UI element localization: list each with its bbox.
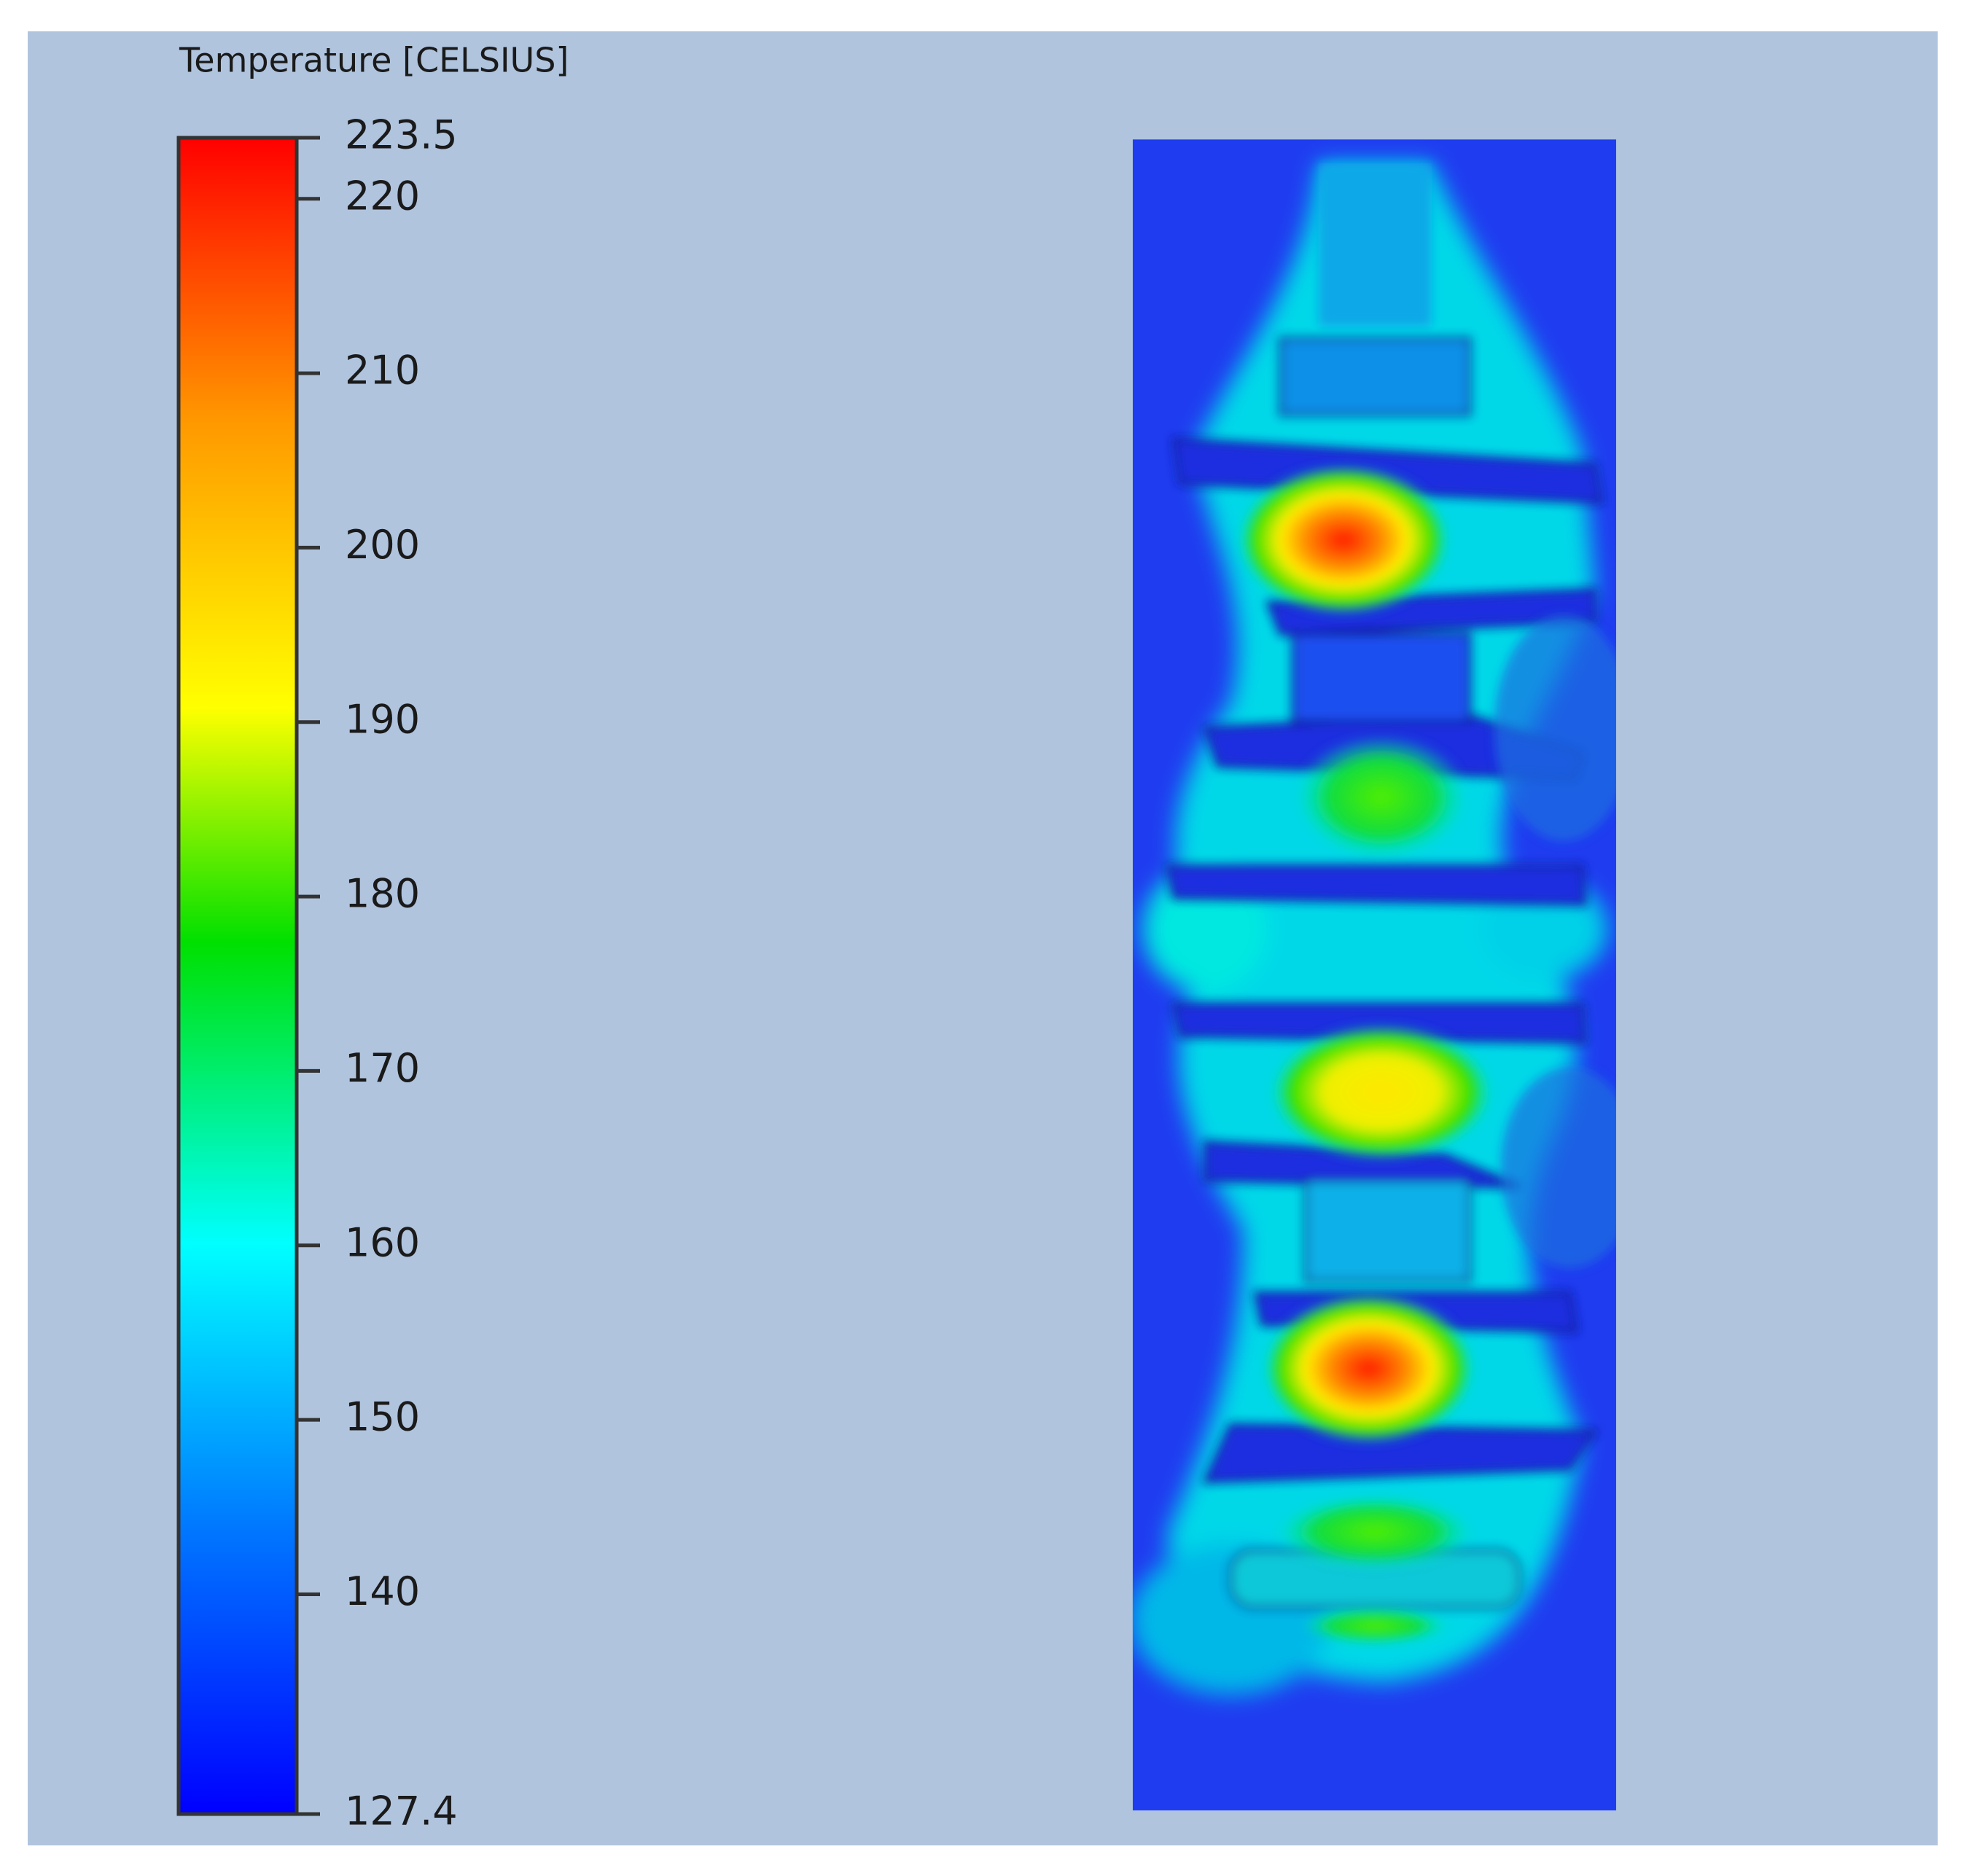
colorbar: [176, 136, 299, 1816]
tick-label: 200: [345, 522, 420, 568]
tick-label: 127.4: [345, 1789, 458, 1834]
tick-label: 223.5: [345, 112, 458, 158]
tick-label: 180: [345, 871, 420, 917]
tick-label: 140: [345, 1568, 420, 1614]
tick-label: 220: [345, 173, 420, 219]
legend-title: Temperature [CELSIUS]: [179, 41, 569, 80]
tick-label: 160: [345, 1219, 420, 1265]
tick-label: 150: [345, 1394, 420, 1440]
tick-label: 210: [345, 348, 420, 394]
tick-label: 170: [345, 1045, 420, 1091]
temperature-field: [1132, 139, 1616, 1810]
tick-label: 190: [345, 696, 420, 742]
panel-background: [28, 31, 1938, 1845]
